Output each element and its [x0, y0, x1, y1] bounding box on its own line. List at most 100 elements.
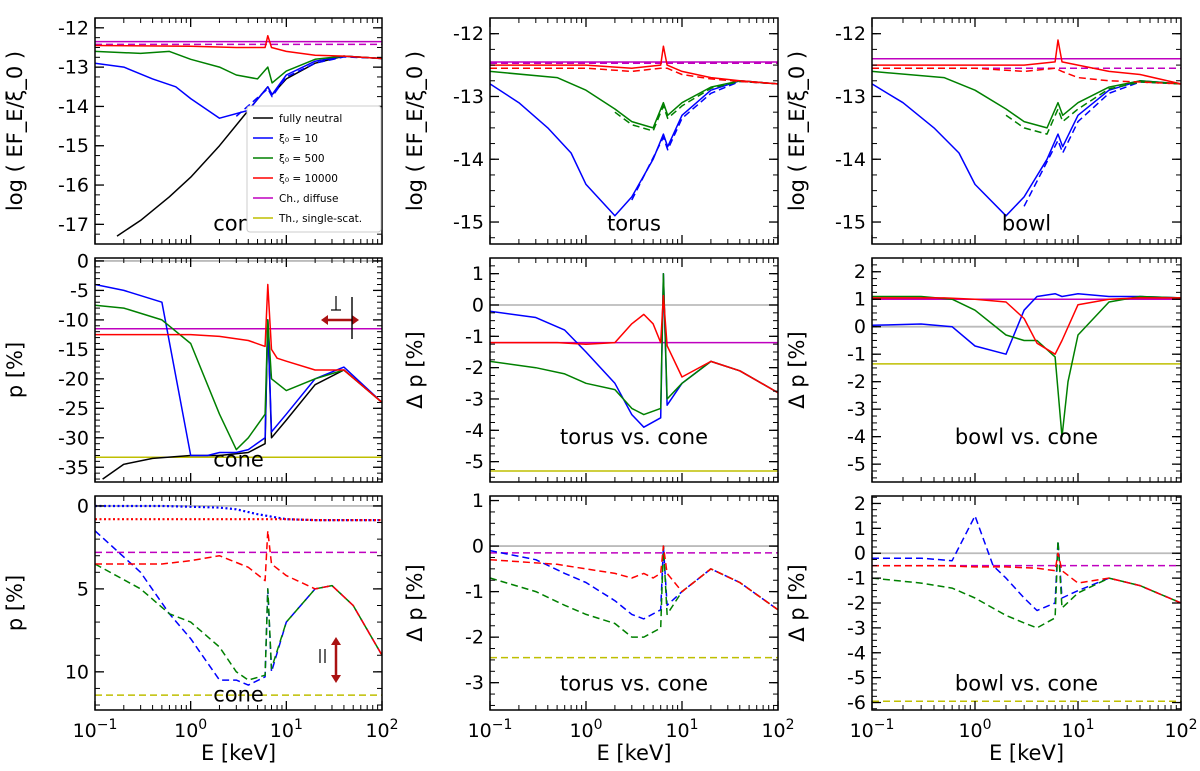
x-axis-label: E [keV] [989, 741, 1064, 765]
y-tick-label: -30 [58, 427, 89, 449]
plot-area [872, 18, 1181, 244]
y-axis-label: log ( EF_E/ξ_0 ) [785, 51, 810, 211]
y-tick-label: 2 [854, 261, 866, 283]
plot-data [872, 292, 1181, 438]
legend: fully neutral ξ₀ = 10 ξ₀ = 500 ξ₀ = 10000 Ch… [246, 105, 382, 233]
x-tick-label: 102 [1164, 717, 1197, 742]
y-tick-label: -4 [465, 420, 484, 442]
y-tick-label: 0 [77, 250, 89, 272]
y-tick-label: -1 [465, 581, 484, 603]
x-tick-label: 101 [1061, 717, 1094, 742]
legend-label: Ch., diffuse [279, 193, 338, 205]
x-tick-label: 10−1 [468, 717, 513, 742]
series-line-2 [490, 272, 778, 416]
y-tick-label: -4 [847, 642, 866, 664]
panel-frame [871, 257, 1182, 483]
panel-annotation: torus vs. cone [560, 425, 708, 449]
y-tick-label: -12 [835, 23, 866, 45]
panel-frame [94, 17, 383, 245]
series-line-3 [490, 294, 778, 394]
plot-data [872, 39, 1181, 217]
y-axis-label: p [%] [3, 342, 27, 398]
y-tick-label: -1 [847, 344, 866, 366]
y-tick-label: 0 [854, 316, 866, 338]
series-line-1 [872, 292, 1181, 355]
legend-label: ξ₀ = 10 [279, 133, 318, 145]
y-tick-label: -3 [465, 672, 484, 694]
y-tick-label: -17 [58, 214, 89, 236]
y-tick-label: -15 [58, 135, 89, 157]
plot-area [490, 18, 778, 244]
series-line-5 [95, 34, 382, 60]
x-tick-label: 100 [958, 717, 991, 742]
panel-frame [489, 17, 779, 245]
series-line-1 [872, 515, 1181, 612]
series-line-2 [95, 518, 382, 522]
x-tick-label: 101 [665, 717, 698, 742]
x-tick-label: 100 [174, 717, 207, 742]
y-tick-label: -3 [847, 399, 866, 421]
y-tick-label: -12 [58, 17, 89, 39]
x-axis-label: E [keV] [596, 741, 671, 765]
legend-label: ξ₀ = 10000 [279, 173, 338, 185]
panel-8: 1 0 -1 -2 -3 torus vs. cone Δ p [%] 10−1 100 101 1… [403, 490, 795, 765]
series-line-2 [95, 283, 382, 457]
y-tick-label: -13 [835, 86, 866, 108]
panel-frame [871, 17, 1182, 245]
series-line-5 [490, 45, 778, 85]
legend-box [246, 105, 382, 233]
y-tick-label: 5 [77, 578, 89, 600]
series-line-3 [490, 70, 778, 129]
x-axis-label: E [keV] [201, 741, 276, 765]
y-tick-label: -5 [70, 280, 89, 302]
y-tick-label: 0 [77, 495, 89, 517]
panel-7: 0 5 10 cone p [%] 10−1 100 101 102 E [keV] [3, 495, 399, 765]
plot-area [490, 496, 778, 710]
plot-data [95, 260, 382, 480]
series-line-2 [490, 545, 778, 638]
y-tick-label: -6 [847, 692, 866, 714]
panel-3: -12 -13 -14 -15 bowl log ( EF_E/ξ_0 ) [785, 17, 1182, 245]
y-tick-label: -13 [453, 86, 484, 108]
y-tick-label: -2 [847, 593, 866, 615]
y-tick-label: 1 [854, 518, 866, 540]
legend-label: ξ₀ = 500 [279, 153, 325, 165]
series-line-3 [872, 297, 1181, 355]
plot-area [872, 496, 1181, 710]
panel-frame [489, 257, 779, 483]
panel-4: -35 -30 -25 -20 -15 -10 -5 0 cone p [%] [3, 250, 383, 483]
plot-area [490, 258, 778, 482]
panel-5: 1 0 -1 -2 -3 -4 -5 torus vs. cone Δ p [%] [403, 257, 779, 483]
plot-area [872, 258, 1181, 482]
panel-annotation: cone [213, 682, 264, 706]
panel-annotation: bowl [1002, 211, 1051, 235]
series-line-4 [95, 563, 382, 681]
panel-frame [94, 257, 383, 483]
y-tick-label: -15 [58, 339, 89, 361]
y-tick-label: -20 [58, 368, 89, 390]
y-tick-label: -2 [465, 357, 484, 379]
series-line-3 [872, 70, 1181, 129]
y-tick-label: 0 [472, 294, 484, 316]
plot-data [490, 45, 778, 217]
series-line-1 [872, 80, 1181, 217]
y-tick-label: 2 [854, 493, 866, 515]
panel-frame [94, 495, 383, 711]
y-axis-label: log ( EF_E/ξ_0 ) [403, 51, 428, 211]
y-tick-label: 0 [854, 543, 866, 565]
y-axis-label: Δ p [%] [785, 564, 809, 641]
panel-annotation: torus vs. cone [560, 672, 708, 696]
y-axis-label: Δ p [%] [403, 331, 427, 408]
series-line-4 [614, 80, 778, 132]
x-tick-label: 102 [761, 717, 794, 742]
y-tick-label: -3 [847, 617, 866, 639]
y-axis-label: Δ p [%] [403, 564, 427, 641]
y-tick-label: 0 [472, 536, 484, 558]
y-axis-label: p [%] [3, 575, 27, 631]
panel-annotation: bowl vs. cone [955, 672, 1098, 696]
panel-frame [871, 495, 1182, 711]
panel-annotation: torus [607, 211, 661, 235]
plot-area [95, 496, 382, 710]
